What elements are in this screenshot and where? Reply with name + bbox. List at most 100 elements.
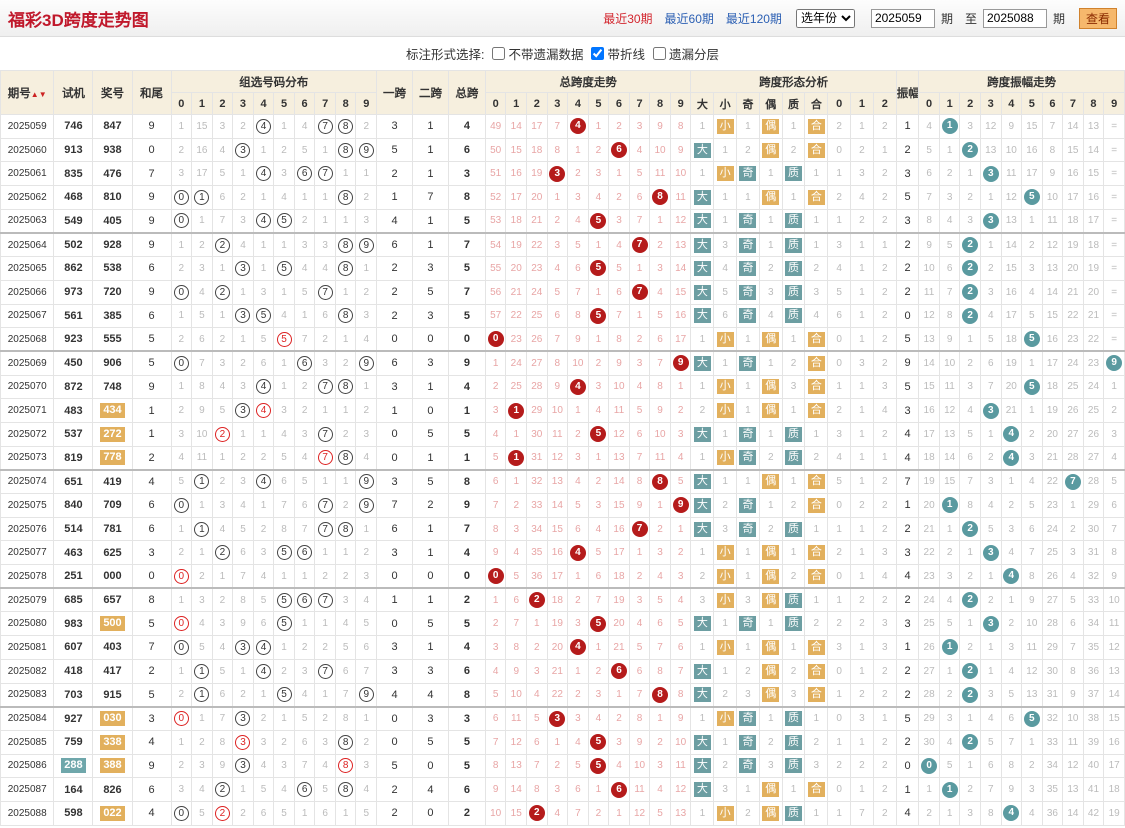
link-120[interactable]: 最近120期 [725,11,782,26]
miss-value: 1 [1103,374,1125,400]
total-span-cell: 1 [447,398,486,423]
miss-value: 5 [567,753,589,779]
shape-miss: 2 [758,256,783,281]
amp-ball: 4 [1003,426,1020,443]
dist-hit: 8 [334,231,357,258]
shape-hit: 合 [807,403,825,419]
miss-value: 10 [567,350,589,376]
th-issue[interactable]: 期号▲▼ [0,70,55,115]
from-input[interactable] [870,8,935,28]
opt-no-miss[interactable]: 不带遗漏数据 [492,44,583,63]
amp-hit: 5 [1021,327,1043,352]
miss-value: 1 [355,516,378,542]
span-hit: 1 [505,445,528,471]
link-60[interactable]: 最近60期 [664,11,714,26]
miss-value: 11 [191,445,213,471]
miss-value: 7 [918,185,940,210]
span1-cell: 4 [376,682,413,708]
miss-value: 7 [1103,516,1125,542]
amp-hit: 2 [959,303,981,329]
miss-value: 8 [918,208,940,234]
shape-miss: 1 [872,231,897,258]
miss-value: 20 [918,493,940,518]
opt-line-checkbox[interactable] [591,47,605,60]
shape-miss: 7 [850,800,874,826]
opt-line[interactable]: 带折线 [591,44,645,63]
opt-layer[interactable]: 遗漏分层 [653,44,719,63]
miss-value: 1 [273,374,295,400]
miss-value: 24 [526,279,548,305]
table-row: 2025079 685 657 8 1 3 2 8 5 5 6 7 3 4 1 1 2 1 6 2 18 2 7 19 3 5 4 3… [0,587,1125,613]
hit-ring: 0 [173,355,189,371]
hit-ring: 9 [358,142,374,158]
dist-hit: 6 [293,540,316,566]
miss-value: 28 [526,374,548,400]
amp-ball: 2 [962,142,979,159]
total-span-cell: 9 [447,493,486,518]
prize-dup-badge: 030 [100,711,125,727]
th-span-trend: 总跨度走势 [484,70,692,93]
miss-value: 10 [669,161,692,187]
miss-value: 2 [314,635,336,660]
shape-miss: 1 [804,705,829,731]
dist-hit: 1 [191,658,213,684]
miss-value: 8 [608,327,630,352]
shape-miss: 1 [758,231,783,258]
shape-hit: 奇 [739,450,757,466]
th-amp-digit: 0 [918,92,940,115]
shape-miss: 3 [758,753,783,779]
miss-value: 5 [567,493,589,518]
th-span-digit: 1 [505,92,528,115]
view-button[interactable]: 查看 [1078,7,1117,29]
shape-hit: 大 [693,616,711,632]
amp-ball: 4 [1003,449,1020,466]
miss-value: 3 [170,421,193,447]
miss-value: 2 [1000,611,1023,637]
miss-value: 3 [567,705,589,731]
th-amp-digit: 7 [1062,92,1084,115]
test-cell: 607 [53,635,94,660]
miss-value: 2 [608,185,630,210]
miss-value: 1 [567,658,589,684]
dist-hit: 5 [273,540,295,566]
miss-value: 3 [293,421,316,447]
miss-value: 2 [1000,493,1023,518]
miss-value: 1 [587,114,610,139]
miss-value: 23 [1082,350,1105,376]
miss-value: 5 [252,587,275,613]
span1-cell: 5 [376,137,413,163]
miss-value: 14 [918,350,940,376]
miss-value: 4 [938,729,961,755]
test-cell: 450 [53,350,94,376]
miss-value: 11 [669,753,692,779]
miss-value: 17 [669,327,692,352]
dist-hit: 8 [334,137,357,163]
miss-value: 4 [273,777,295,802]
opt-layer-checkbox[interactable] [653,47,666,60]
miss-value: 5 [959,421,981,447]
shape-cell: 质 [781,729,806,755]
th-span-shape: 跨度形态分析 [690,70,897,93]
opt-no-miss-checkbox[interactable] [492,47,506,60]
shape-miss: 2 [872,777,897,802]
to-input[interactable] [982,8,1047,28]
miss-value: 10 [628,753,651,779]
shape-miss: 2 [872,303,897,329]
issue-cell: 2025062 [0,185,55,210]
link-30[interactable]: 最近30期 [603,11,653,26]
amp-cell: 2 [895,231,920,258]
miss-value: 41 [1082,777,1105,802]
miss-value: 1 [959,161,981,187]
miss-value: 29 [1041,635,1064,660]
miss-value: 5 [628,635,651,660]
miss-value: 12 [918,303,940,329]
miss-value: 25 [918,611,940,637]
span-hit: 8 [649,185,671,210]
miss-value: 25 [505,374,528,400]
miss-value: 14 [1082,137,1105,163]
miss-value: 16 [1041,327,1064,352]
shape-miss: 1 [850,327,874,352]
year-select[interactable]: 选年份 [795,8,855,28]
amp-hit: 5 [1021,705,1043,731]
shape-miss: 1 [827,208,852,234]
